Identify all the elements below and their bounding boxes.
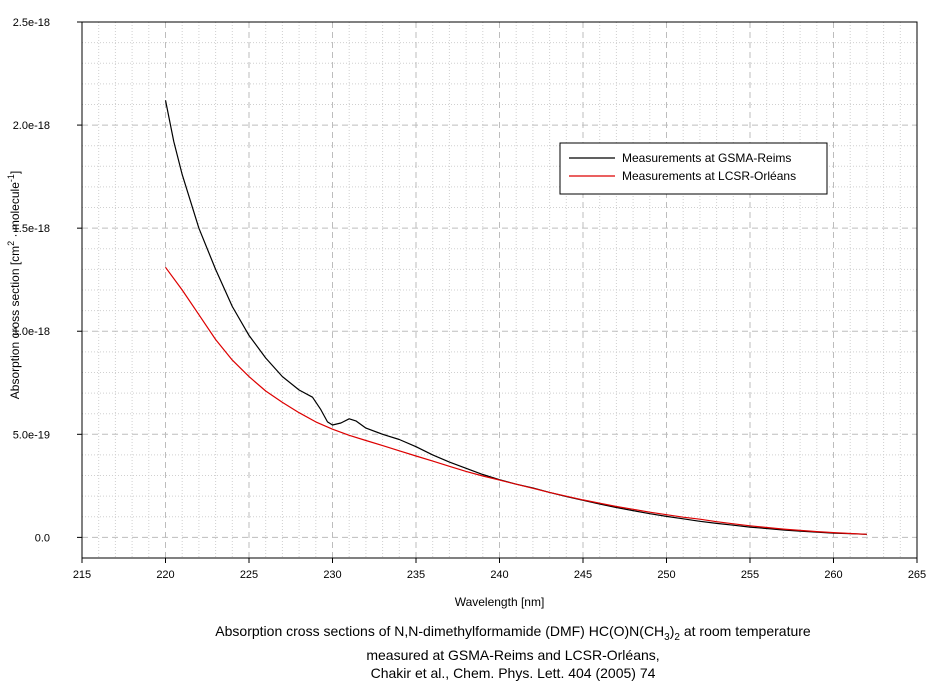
x-tick-label: 215 (73, 569, 91, 581)
y-axis-title: Absorption cross section [cm2 · molecule… (6, 171, 22, 399)
caption-line-3: Chakir et al., Chem. Phys. Lett. 404 (20… (370, 665, 656, 681)
caption-line-1: Absorption cross sections of N,N-dimethy… (0, 622, 942, 647)
x-tick-label: 235 (407, 569, 425, 581)
legend-label-2: Measurements at LCSR-Orléans (622, 169, 796, 183)
legend: Measurements at GSMA-Reims Measurements a… (559, 142, 828, 195)
y-axis-title-part: 2 (6, 241, 16, 246)
y-tick-label: 1.5e-18 (13, 223, 50, 235)
series-line-2 (165, 266, 867, 535)
caption-subscript-2: 2 (674, 632, 680, 643)
x-tick-label: 265 (908, 569, 926, 581)
caption-line-1-part-c: at room temperature (679, 623, 811, 639)
x-tick-label: 260 (824, 569, 842, 581)
y-axis-title-part: · molecule (8, 182, 22, 241)
x-axis-title: Wavelength [nm] (455, 595, 545, 609)
caption-line-1-part-a: Absorption cross sections of N,N-dimethy… (215, 623, 665, 639)
x-tick-label: 245 (574, 569, 592, 581)
legend-label-1: Measurements at GSMA-Reims (622, 151, 791, 165)
x-tick-label: 230 (323, 569, 341, 581)
legend-box (559, 142, 828, 195)
x-tick-label: 225 (240, 569, 258, 581)
x-tick-label: 240 (490, 569, 508, 581)
y-axis-title-part: -1 (6, 174, 16, 182)
y-tick-label: 5.0e-19 (13, 429, 50, 441)
x-tick-label: 220 (156, 569, 174, 581)
caption-line-1-part-b: ) (669, 623, 675, 639)
caption-subscript-1: 3 (664, 632, 670, 643)
y-tick-label: 2.0e-18 (13, 120, 50, 132)
y-tick-label: 1.0e-18 (13, 326, 50, 338)
y-axis-title-part: ] (8, 171, 22, 174)
plot-area: 215 220 225 230 235 240 245 250 255 260 265 0.0 5.0e… (6, 17, 926, 609)
y-tick-label: 2.5e-18 (13, 17, 50, 29)
series-line-1 (164, 100, 867, 535)
x-tick-label: 250 (657, 569, 675, 581)
y-tick-label: 0.0 (35, 532, 50, 544)
caption-line-2: measured at GSMA-Reims and LCSR-Orléans, (366, 647, 660, 663)
chart: 215 220 225 230 235 240 245 250 255 260 265 0.0 5.0e… (6, 17, 926, 609)
x-tick-label: 255 (741, 569, 759, 581)
y-axis-title-part: Absorption cross section [cm (8, 246, 22, 399)
